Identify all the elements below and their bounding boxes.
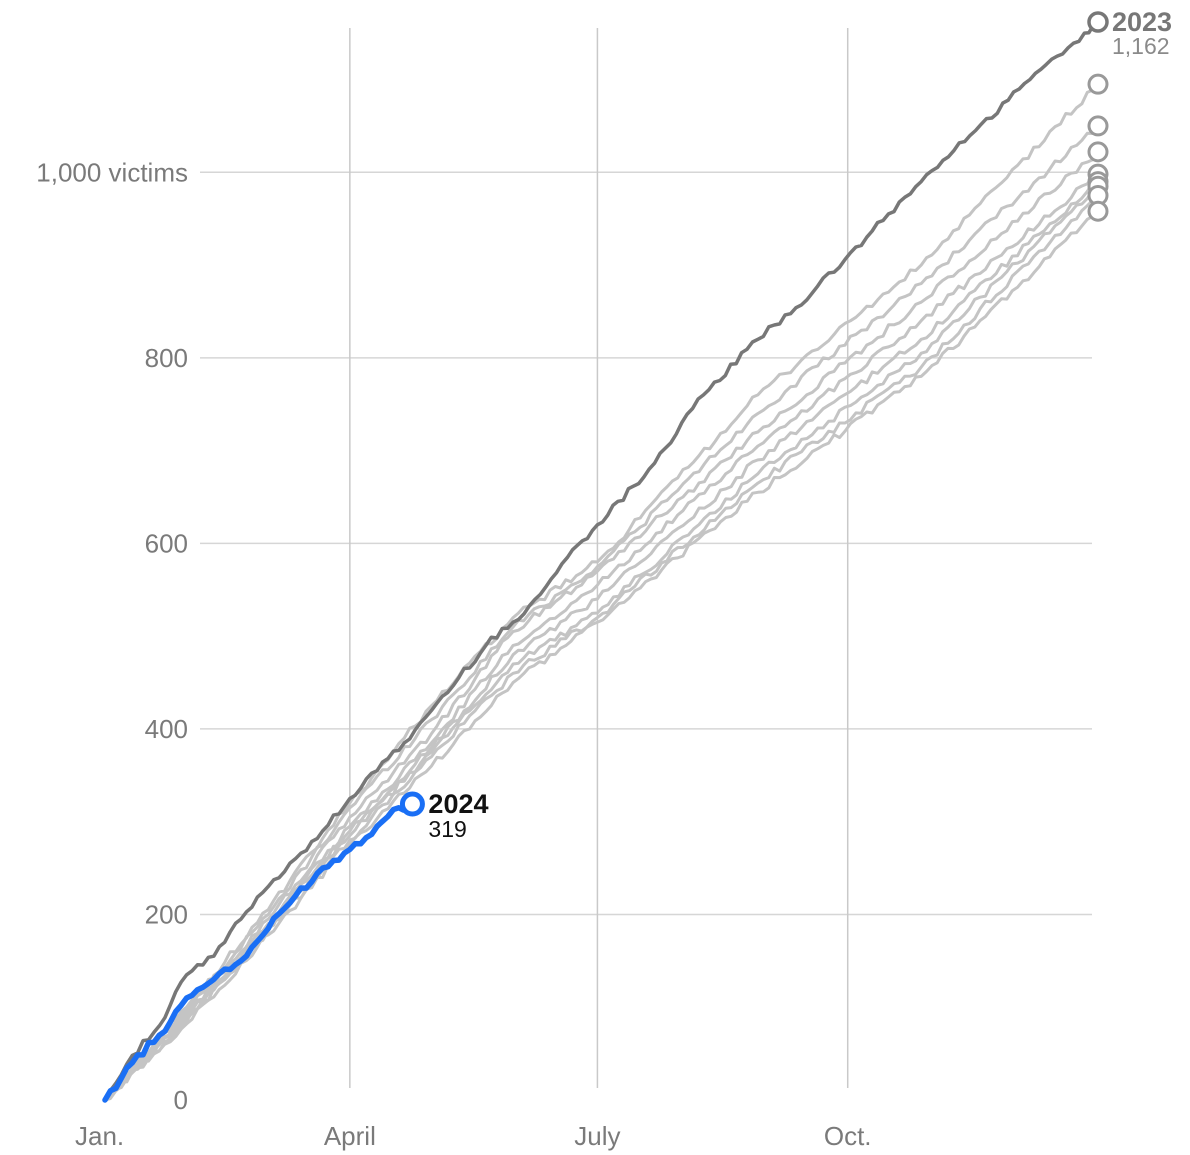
lines-layer (102, 20, 1100, 1103)
series-line-other-year (103, 124, 1100, 1102)
series-year-label: 2023 (1112, 7, 1172, 37)
series-line-other-year (103, 172, 1100, 1102)
series-line-other-year (103, 194, 1100, 1102)
x-tick-label: Oct. (824, 1121, 872, 1151)
series-year-label: 2024 (428, 789, 488, 819)
axis-layer: 0 200 400 600 800 1,000 victims Jan. April July O… (36, 157, 871, 1151)
series-line-other-year (103, 180, 1100, 1102)
series-line-other-year (103, 209, 1100, 1102)
markers-layer (399, 11, 1109, 817)
y-tick-label: 600 (145, 528, 188, 558)
series-value-label: 319 (428, 816, 466, 842)
x-tick-label: April (324, 1121, 376, 1151)
grid-layer (200, 28, 1092, 1088)
series-line-other-year (103, 82, 1100, 1102)
end-marker-other-year (1087, 73, 1109, 95)
series-value-label: 1,162 (1112, 33, 1170, 59)
end-marker-other-year (1087, 115, 1109, 137)
y-tick-label: 1,000 victims (36, 157, 188, 187)
y-tick-label: 400 (145, 714, 188, 744)
end-marker-2023 (1087, 11, 1109, 33)
y-tick-label: 0 (174, 1085, 188, 1115)
series-line-2024 (102, 801, 416, 1103)
end-marker-2024 (399, 791, 425, 817)
series-line-other-year (103, 184, 1100, 1102)
x-tick-label: Jan. (75, 1121, 124, 1151)
y-tick-label: 200 (145, 899, 188, 929)
end-marker-other-year (1087, 141, 1109, 163)
x-tick-label: July (574, 1121, 620, 1151)
series-line-2023 (103, 20, 1100, 1102)
end-marker-other-year (1087, 200, 1109, 222)
y-tick-label: 800 (145, 343, 188, 373)
series-line-other-year (103, 150, 1100, 1102)
